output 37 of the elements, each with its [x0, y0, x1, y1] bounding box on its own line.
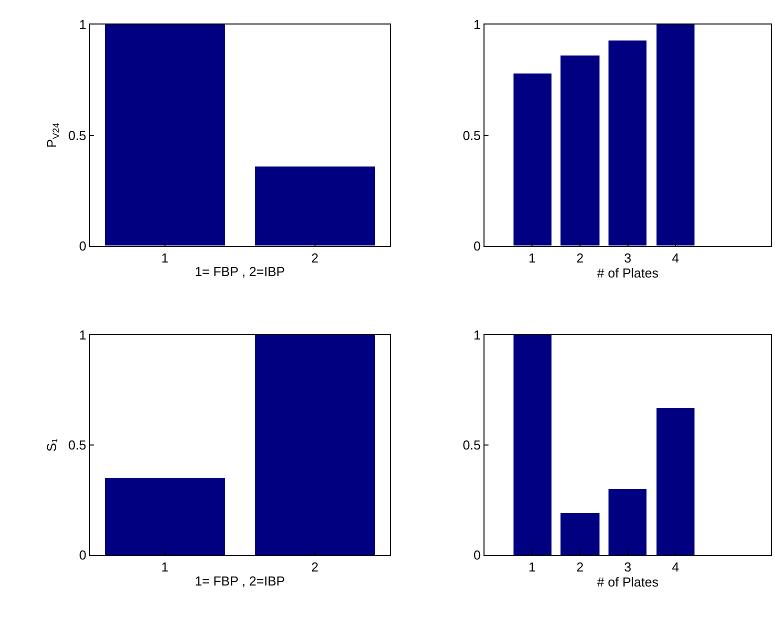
x-tick-label: 1 [528, 250, 536, 266]
bar [560, 56, 600, 246]
y-tick-label: 0 [474, 548, 481, 563]
bar [513, 74, 552, 246]
x-tick-label: 2 [311, 250, 318, 266]
x-tick-label: 1 [161, 560, 168, 575]
x-tick-label: 2 [576, 560, 584, 575]
x-tick-label: 2 [311, 560, 318, 575]
y-tick-label: 1 [474, 17, 481, 32]
y-tick-label: 0.5 [462, 438, 481, 453]
bar [656, 408, 694, 555]
bar [513, 334, 552, 555]
y-tick-label: 0.5 [68, 438, 86, 453]
y-tick-label: 0 [79, 548, 86, 563]
y-axis-title: S₁ [44, 438, 60, 452]
x-axis-title: # of Plates [597, 266, 659, 281]
x-axis-title: 1= FBP , 2=IBP [194, 573, 285, 588]
x-tick-label: 1 [161, 250, 168, 266]
bar [656, 24, 694, 246]
x-tick-label: 4 [672, 560, 680, 575]
x-tick-label: 1 [528, 560, 536, 575]
x-tick-label: 3 [624, 560, 632, 575]
x-tick-label: 4 [672, 250, 680, 266]
bar [608, 488, 646, 555]
bar [560, 512, 600, 555]
y-tick-label: 0.5 [462, 128, 481, 143]
x-axis-title: # of Plates [597, 574, 659, 590]
y-tick-label: 0.5 [68, 128, 86, 143]
x-axis-title: 1= FBP , 2=IBP [194, 264, 285, 280]
y-tick-label: 1 [79, 17, 86, 32]
x-tick-label: 3 [624, 250, 632, 266]
y-tick-label: 1 [79, 327, 86, 342]
y-tick-label: 1 [474, 327, 481, 342]
bar [608, 40, 646, 246]
x-tick-label: 2 [576, 250, 584, 266]
y-tick-label: 0 [79, 238, 86, 254]
y-tick-label: 0 [474, 238, 481, 254]
